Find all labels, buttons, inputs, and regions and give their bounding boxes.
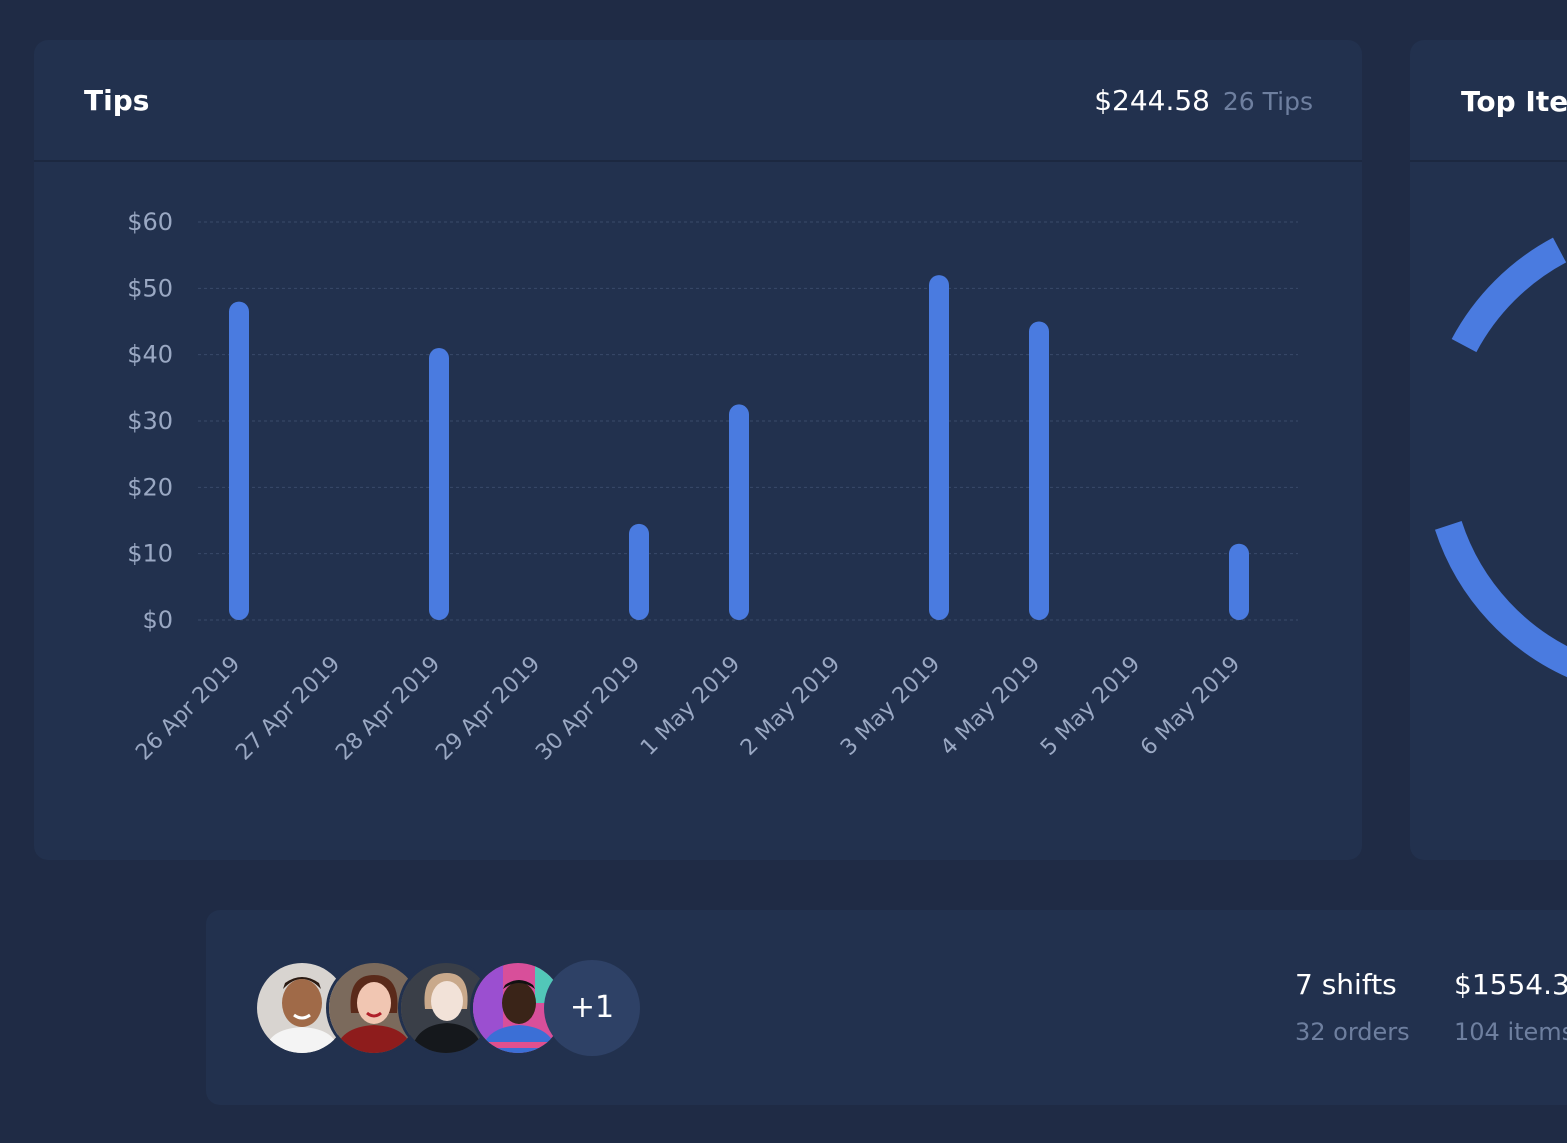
bar[interactable]	[629, 523, 649, 620]
x-tick-label: 4 May 2019	[936, 652, 1045, 761]
tips-total: $244.58	[1094, 84, 1210, 117]
avatar-person-3	[401, 963, 491, 1053]
tips-card: Tips $244.58 26 Tips $0 $10 $20 $30 $40 $50 $6…	[34, 40, 1362, 860]
top-items-card-header: Top Items	[1410, 40, 1567, 162]
bar[interactable]	[1229, 543, 1249, 620]
bar[interactable]	[229, 301, 249, 620]
x-tick-label: 26 Apr 2019	[131, 652, 245, 766]
top-items-donut-chart	[1434, 237, 1567, 678]
y-tick-label: $20	[127, 473, 173, 501]
x-tick-label: 27 Apr 2019	[231, 652, 345, 766]
bar[interactable]	[929, 275, 949, 620]
bar[interactable]	[1029, 321, 1049, 621]
y-tick-label: $50	[127, 274, 173, 302]
team-summary-card: +1 7 shifts 32 orders $1554.3 104 items	[206, 910, 1567, 1105]
donut-segment[interactable]	[1451, 237, 1567, 353]
more-members-badge[interactable]: +1	[544, 960, 640, 1056]
items-count: 104 items	[1454, 1018, 1567, 1046]
y-tick-label: $40	[127, 341, 173, 369]
x-tick-label: 5 May 2019	[1036, 652, 1145, 761]
avatar[interactable]	[398, 960, 494, 1056]
x-tick-label: 2 May 2019	[736, 652, 845, 761]
x-tick-label: 28 Apr 2019	[331, 652, 445, 766]
bar[interactable]	[429, 348, 449, 620]
bar[interactable]	[729, 404, 749, 620]
x-tick-label: 1 May 2019	[636, 652, 745, 761]
x-tick-label: 3 May 2019	[836, 652, 945, 761]
y-tick-label: $30	[127, 407, 173, 435]
top-items-title: Top Items	[1461, 85, 1567, 118]
avatar[interactable]	[326, 960, 422, 1056]
y-tick-label: $60	[127, 208, 173, 236]
donut-segment[interactable]	[1434, 520, 1567, 678]
shifts-count: 7 shifts	[1295, 968, 1397, 1001]
tips-count: 26 Tips	[1222, 87, 1313, 116]
tips-title: Tips	[84, 84, 150, 117]
y-tick-label: $0	[142, 606, 173, 634]
x-tick-label: 29 Apr 2019	[431, 652, 545, 766]
y-tick-label: $10	[127, 540, 173, 568]
top-items-card: Top Items	[1410, 40, 1567, 860]
x-tick-label: 6 May 2019	[1136, 652, 1245, 761]
avatar-person-2	[329, 963, 419, 1053]
revenue-total: $1554.3	[1454, 968, 1567, 1001]
x-tick-label: 30 Apr 2019	[531, 652, 645, 766]
tips-card-header: Tips $244.58 26 Tips	[34, 40, 1362, 162]
orders-count: 32 orders	[1295, 1018, 1410, 1046]
